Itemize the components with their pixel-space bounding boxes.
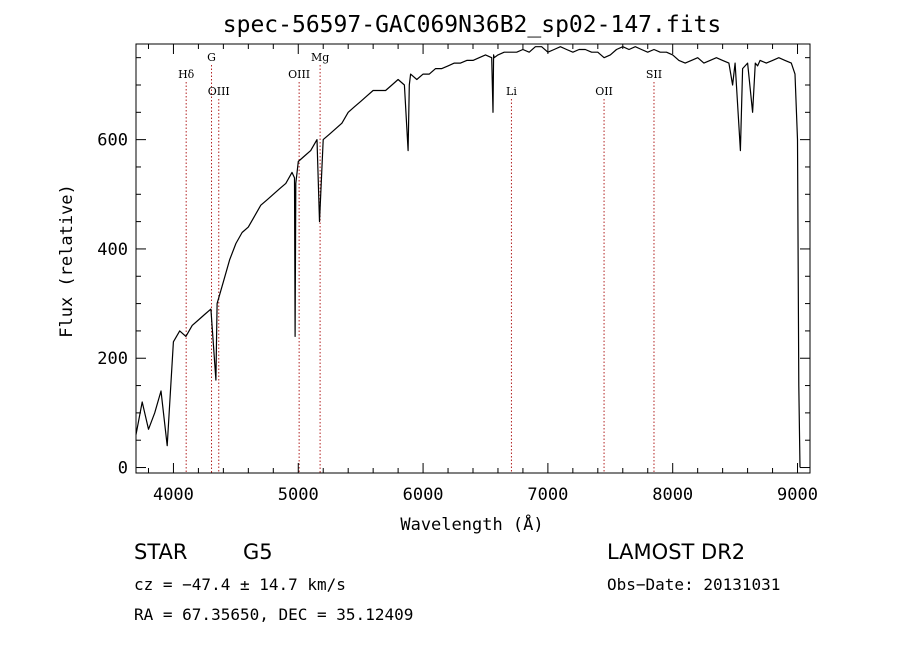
plot-frame: [135, 43, 811, 474]
object-class: STAR: [134, 540, 187, 564]
spectral-line-label: Hδ: [178, 68, 195, 81]
x-tick-label: 5000: [278, 485, 319, 505]
x-tick-label: 9000: [777, 485, 818, 505]
x-tick-label: 6000: [403, 485, 444, 505]
spectral-line-label: G: [207, 51, 216, 64]
x-tick-label: 4000: [153, 485, 194, 505]
spectral-line-label: OIII: [288, 68, 310, 81]
spectral-line-label: Mg: [311, 51, 329, 64]
y-tick-label: 600: [97, 131, 128, 151]
observation-date: Obs−Date: 20131031: [607, 575, 780, 594]
y-tick-label: 400: [97, 240, 128, 260]
spectral-line-label: SII: [646, 68, 662, 81]
axis-tick-labels: 4000 5000 6000 7000 8000 9000 0 200 400 600: [97, 131, 818, 505]
spectral-line-label: Li: [506, 85, 517, 98]
spectral-line-label: OII: [595, 85, 613, 98]
y-tick-label: 0: [118, 459, 128, 479]
x-tick-label: 8000: [652, 485, 693, 505]
x-tick-label: 7000: [527, 485, 568, 505]
object-subclass: G5: [243, 540, 273, 564]
coordinates: RA = 67.35650, DEC = 35.12409: [134, 605, 413, 624]
x-axis-label: Wavelength (Å): [400, 513, 543, 535]
y-axis-label: Flux (relative): [57, 184, 77, 338]
survey-name: LAMOST DR2: [607, 540, 745, 564]
spectrum-series-line: [135, 46, 801, 468]
spectral-line-label: OIII: [208, 85, 230, 98]
chart-title: spec-56597-GAC069N36B2_sp02-147.fits: [223, 12, 722, 38]
axis-ticks: [136, 44, 810, 473]
redshift-velocity: cz = −47.4 ± 14.7 km/s: [134, 575, 346, 594]
y-tick-label: 200: [97, 349, 128, 369]
